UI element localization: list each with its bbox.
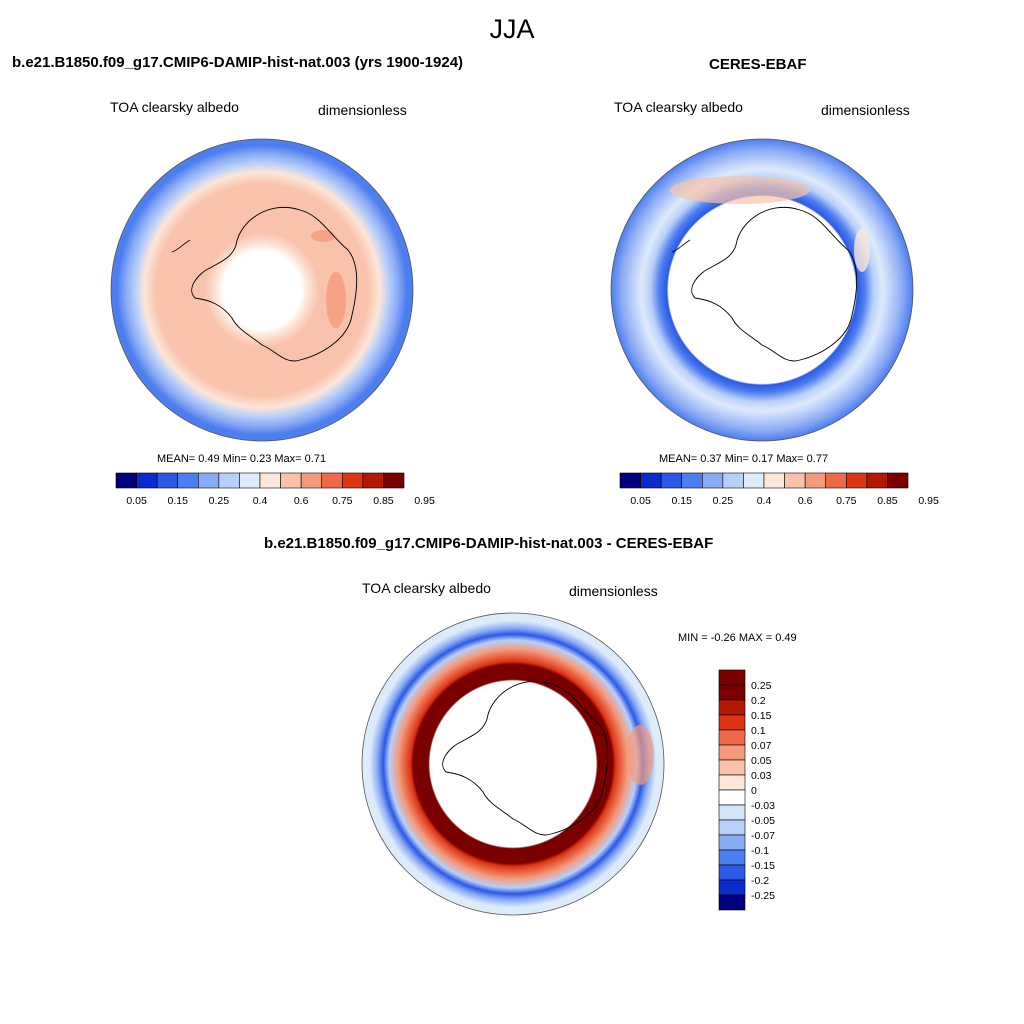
map-difference <box>361 612 665 916</box>
antarctica-outline <box>691 206 858 362</box>
colorbar-box <box>718 789 746 806</box>
colorbar-box <box>197 472 220 489</box>
colorbar-box <box>718 774 746 791</box>
colorbar-tick-label: 0.25 <box>209 495 230 507</box>
colorbar-box <box>280 472 302 489</box>
colorbar-tick-label: -0.15 <box>751 860 775 872</box>
colorbar-tick-label: -0.25 <box>751 890 775 902</box>
panel3-variable-label: TOA clearsky albedo <box>362 580 491 596</box>
colorbar-tick-label: 0.05 <box>751 755 772 767</box>
colorbar-tick-label: 0.75 <box>332 495 353 507</box>
colorbar-tick-label: -0.05 <box>751 815 775 827</box>
map-model <box>110 138 414 442</box>
colorbar-tick-label: 0.05 <box>126 495 147 507</box>
colorbar-box <box>239 472 261 489</box>
colorbar-box <box>718 864 746 881</box>
colorbar-tick-label: 0.4 <box>253 495 268 507</box>
antarctica-outline <box>442 680 609 836</box>
colorbar-box <box>681 472 703 489</box>
colorbar-tick-label: 0.03 <box>751 770 772 782</box>
colorbar-model: 0.05 0.15 0.25 0.4 0.6 0.75 0.85 0.95 <box>115 472 435 507</box>
colorbar-box <box>825 472 847 489</box>
colorbar-box <box>136 472 158 489</box>
panel1-units-label: dimensionless <box>318 102 407 118</box>
colorbar-tick-label: 0.1 <box>751 725 766 737</box>
colorbar-box <box>784 472 806 489</box>
colorbar-tick-label: -0.07 <box>751 830 775 842</box>
colorbar-tick-label: 0.75 <box>836 495 857 507</box>
colorbar-box <box>362 472 384 489</box>
colorbar-box <box>115 472 137 489</box>
panel2-units-label: dimensionless <box>821 102 910 118</box>
colorbar-tick-label: -0.03 <box>751 800 775 812</box>
colorbar-tick-label: 0.4 <box>757 495 772 507</box>
season-title: JJA <box>489 14 535 44</box>
colorbar-box <box>804 472 827 489</box>
colorbar-box <box>259 472 281 489</box>
colorbar-box <box>156 472 179 489</box>
colorbar-box <box>718 744 746 761</box>
colorbar-tick-label: 0.05 <box>630 495 651 507</box>
colorbar-tick-label: -0.2 <box>751 875 769 887</box>
colorbar-tick-label: 0.6 <box>798 495 813 507</box>
colorbar-box <box>845 472 868 489</box>
colorbar-box <box>619 472 641 489</box>
colorbar-tick-label: 0.25 <box>751 680 772 692</box>
colorbar-box <box>718 684 746 701</box>
colorbar-box <box>763 472 785 489</box>
colorbar-tick-label: 0.25 <box>713 495 734 507</box>
panel3-min-max: MIN = -0.26 MAX = 0.49 <box>678 632 797 644</box>
colorbar-box <box>718 699 746 716</box>
colorbar-box <box>722 472 744 489</box>
panel1-title: b.e21.B1850.f09_g17.CMIP6-DAMIP-hist-nat… <box>12 54 464 71</box>
panel1-variable-label: TOA clearsky albedo <box>110 99 239 115</box>
colorbar-box <box>718 849 746 866</box>
colorbar-tick-label: 0.6 <box>294 495 309 507</box>
panel3-title: b.e21.B1850.f09_g17.CMIP6-DAMIP-hist-nat… <box>264 535 714 552</box>
colorbar-box <box>718 729 746 746</box>
colorbar-box <box>866 472 888 489</box>
panel1-stats: MEAN= 0.49 Min= 0.23 Max= 0.71 <box>157 453 327 465</box>
colorbar-box <box>321 472 343 489</box>
panel2-variable-label: TOA clearsky albedo <box>614 99 743 115</box>
colorbar-box <box>718 834 746 851</box>
colorbar-box <box>743 472 765 489</box>
colorbar-tick-label: 0.15 <box>751 710 772 722</box>
colorbar-box <box>660 472 683 489</box>
panel2-stats: MEAN= 0.37 Min= 0.17 Max= 0.77 <box>659 453 829 465</box>
colorbar-tick-label: 0.07 <box>751 740 772 752</box>
colorbar-box <box>177 472 199 489</box>
colorbar-box <box>341 472 364 489</box>
map-observations <box>610 138 914 442</box>
colorbar-observations: 0.05 0.15 0.25 0.4 0.6 0.75 0.85 0.95 <box>619 472 939 507</box>
colorbar-tick-label: 0.85 <box>877 495 898 507</box>
colorbar-box <box>383 472 405 489</box>
colorbar-box <box>718 804 746 821</box>
antarctica-outline <box>191 206 358 362</box>
colorbar-tick-label: 0.85 <box>373 495 394 507</box>
colorbar-tick-label: 0 <box>751 785 757 797</box>
colorbar-box <box>718 879 746 896</box>
colorbar-tick-label: 0.15 <box>671 495 692 507</box>
colorbar-tick-label: -0.1 <box>751 845 769 857</box>
colorbar-tick-label: 0.95 <box>918 495 939 507</box>
colorbar-box <box>718 669 746 686</box>
colorbar-box <box>640 472 662 489</box>
colorbar-box <box>718 894 746 911</box>
colorbar-tick-label: 0.2 <box>751 695 766 707</box>
colorbar-difference: 0.25 0.2 0.15 0.1 0.07 0.05 0.03 0 -0.03 -0.05 -0.… <box>718 669 775 911</box>
colorbar-box <box>718 714 746 731</box>
colorbar-box <box>887 472 909 489</box>
colorbar-box <box>300 472 323 489</box>
colorbar-tick-label: 0.95 <box>414 495 435 507</box>
colorbar-box <box>718 819 746 836</box>
colorbar-box <box>218 472 240 489</box>
panel3-units-label: dimensionless <box>569 583 658 599</box>
colorbar-box <box>718 759 746 776</box>
colorbar-tick-label: 0.15 <box>167 495 188 507</box>
panel2-title: CERES-EBAF <box>709 56 807 73</box>
colorbar-box <box>701 472 724 489</box>
